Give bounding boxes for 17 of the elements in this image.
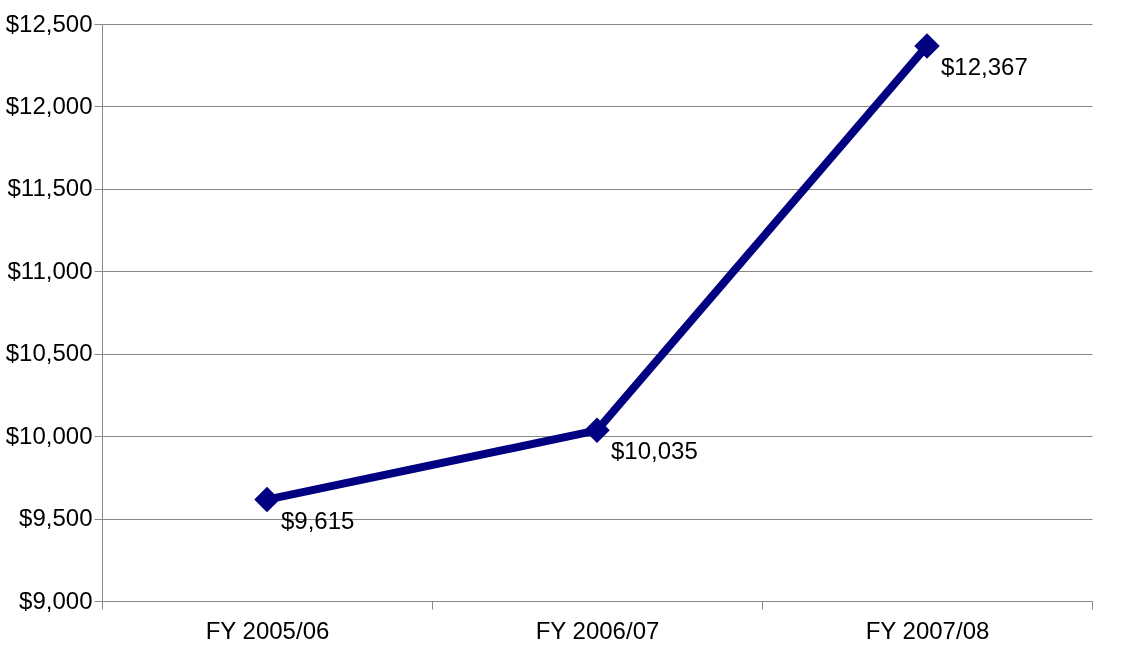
data-label: $12,367 xyxy=(941,52,1028,80)
x-tick-label: FY 2007/08 xyxy=(865,616,990,644)
y-tick-label: $10,500 xyxy=(5,339,93,367)
y-tick-label: $12,000 xyxy=(5,91,93,119)
y-tick-label: $9,500 xyxy=(19,504,93,532)
y-tick-label: $11,500 xyxy=(7,174,93,202)
point xyxy=(254,486,280,513)
x-tick-label: FY 2005/06 xyxy=(205,616,330,644)
point xyxy=(914,33,940,59)
y-tick-label: $11,000 xyxy=(7,256,93,284)
data-label: $9,615 xyxy=(281,506,355,534)
data-label: $10,035 xyxy=(611,437,698,465)
point xyxy=(584,417,610,444)
y-tick-label: $12,500 xyxy=(5,9,93,37)
x-tick-label: FY 2006/07 xyxy=(535,616,660,644)
y-tick-label: $9,000 xyxy=(19,586,93,614)
y-tick-label: $10,000 xyxy=(5,421,93,449)
